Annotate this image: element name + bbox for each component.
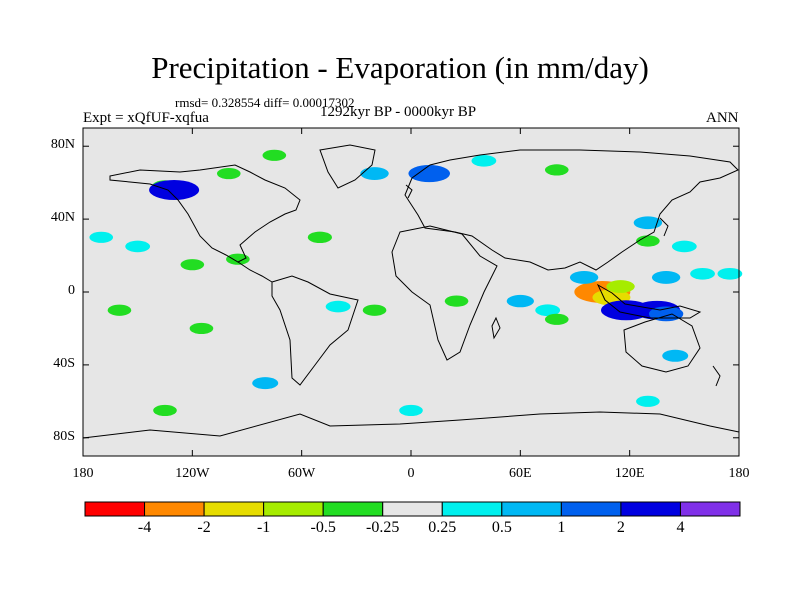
experiment-label: Expt = xQfUF-xqfua	[83, 110, 209, 126]
colorbar-swatch-3	[263, 501, 324, 517]
anomaly-patch-20	[125, 240, 151, 253]
anomaly-patch-12	[633, 216, 663, 230]
anomaly-patch-29	[408, 164, 451, 183]
anomaly-patch-10	[671, 240, 697, 253]
colorbar-swatch-9	[620, 501, 681, 517]
coastlines	[82, 144, 740, 439]
anomaly-patch-18	[362, 304, 387, 316]
x-tick-label: 60E	[509, 466, 532, 481]
x-tick-label: 120W	[175, 466, 210, 481]
anomaly-patch-19	[89, 231, 114, 243]
colorbar-label: 0.25	[428, 519, 457, 536]
anomaly-patch-16	[444, 295, 469, 307]
colorbar-swatch-1	[144, 501, 205, 517]
anomaly-patch-23	[307, 231, 332, 244]
coast-australia	[623, 313, 701, 373]
anomaly-patch-2	[606, 280, 635, 293]
anomaly-patch-31	[544, 164, 569, 176]
coast-eurasia	[404, 149, 739, 271]
coast-indonesia	[596, 283, 702, 319]
season-label: ANN	[706, 110, 739, 126]
coast-central-america	[237, 261, 273, 283]
colorbar-label: -2	[197, 519, 211, 536]
x-tick-label: 60W	[288, 466, 316, 481]
x-tick-label: 180	[728, 466, 750, 481]
anomaly-patch-36	[399, 404, 423, 417]
colorbar-swatch-6	[441, 501, 503, 517]
coast-madagascar	[491, 316, 501, 340]
anomaly-patch-17	[325, 300, 351, 313]
x-tick-label: 120E	[614, 466, 645, 481]
anomaly-patch-28	[360, 167, 389, 180]
x-tick-label: 180	[72, 466, 94, 481]
colorbar-swatch-5	[382, 501, 443, 517]
colorbar-swatch-2	[203, 501, 265, 517]
anomaly-patch-34	[252, 377, 279, 390]
anomaly-patch-14	[535, 304, 561, 317]
colorbar-swatch-7	[501, 501, 562, 517]
anomaly-patch-13	[506, 294, 534, 308]
coast-japan	[659, 217, 669, 237]
chart-title: Precipitation - Evaporation (in mm/day)	[151, 50, 649, 85]
colorbar-label: 4	[676, 519, 685, 536]
coast-antarctica	[82, 411, 740, 439]
y-tick-label: 40S	[53, 355, 75, 371]
colorbar-swatch-10	[679, 501, 741, 517]
anomaly-patch-30	[471, 155, 497, 167]
anomaly-patch-15	[544, 313, 569, 325]
anomaly-patch-6	[569, 271, 599, 284]
y-tick-label: 40N	[50, 210, 75, 226]
anomaly-patch-25	[149, 179, 200, 200]
colorbar-label: -4	[137, 519, 152, 536]
colorbar-label: -0.5	[310, 519, 336, 536]
coast-uk	[405, 184, 413, 199]
anomaly-patch-27	[262, 149, 287, 161]
anomaly-patch-22	[226, 253, 250, 265]
colorbar	[84, 501, 741, 517]
y-tick-label: 80S	[53, 428, 75, 444]
y-tick-label: 80N	[50, 137, 75, 153]
coast-greenland	[319, 144, 376, 189]
anomaly-patch-8	[690, 267, 715, 280]
anomaly-patch-11	[636, 235, 660, 247]
coast-north-america	[109, 164, 301, 263]
x-tick-label: 0	[407, 466, 415, 481]
colorbar-label: 0.5	[491, 519, 512, 536]
period-label: 1292kyr BP - 0000kyr BP	[320, 104, 477, 120]
colorbar-swatch-0	[84, 501, 146, 517]
colorbar-label: -1	[256, 519, 271, 536]
colorbar-swatch-8	[560, 501, 622, 517]
colorbar-swatch-4	[322, 501, 384, 517]
anomaly-patch-21	[180, 259, 205, 271]
coast-new-zealand	[712, 365, 721, 387]
axis-ticks	[82, 128, 740, 456]
coast-africa	[391, 225, 498, 361]
anomaly-patch-37	[636, 395, 660, 407]
anomaly-patch-33	[189, 322, 214, 335]
anomaly-patch-26	[216, 167, 241, 180]
coast-south-america	[271, 275, 359, 386]
anomaly-field	[89, 149, 743, 417]
y-tick-label: 0	[68, 283, 75, 298]
anomaly-patch-35	[153, 404, 177, 417]
anomaly-patch-38	[662, 349, 689, 362]
anomaly-patch-7	[651, 271, 681, 284]
stats-text: rmsd= 0.328554 diff= 0.00017302	[175, 95, 355, 110]
anomaly-patch-32	[107, 304, 132, 316]
colorbar-label: 1	[557, 519, 566, 536]
colorbar-label: -0.25	[366, 519, 400, 536]
colorbar-label: 2	[616, 519, 625, 536]
anomaly-patch-9	[717, 267, 743, 280]
